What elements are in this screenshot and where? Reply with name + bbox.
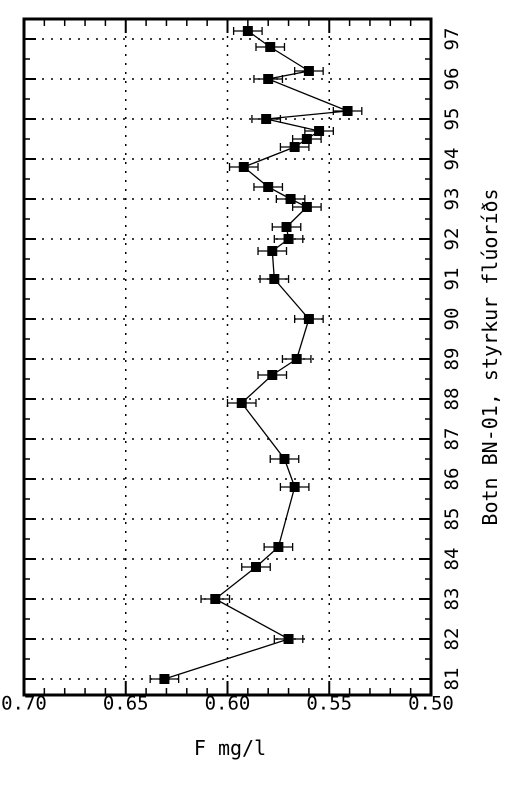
data-point: [301, 202, 312, 212]
y-tick-label: 0.65: [103, 693, 149, 715]
data-point: [342, 106, 353, 116]
data-point: [285, 194, 296, 204]
plot-area: 81 82 83 84 85 86 87 88 89 90 91 92 93 94 95 96 97 0.50 0.…: [1, 17, 502, 760]
data-point: [269, 274, 280, 284]
data-point: [250, 562, 261, 572]
x-tick-label: 96: [441, 68, 463, 91]
data-point: [242, 26, 253, 36]
y-tick-label: 0.60: [205, 693, 251, 715]
x-tick-label: 95: [441, 108, 463, 131]
x-tick-label: 81: [441, 668, 463, 691]
x-tick-label: 87: [441, 428, 463, 451]
x-tick-label: 83: [441, 588, 463, 611]
data-point: [289, 142, 300, 152]
plot-frame: [22, 17, 433, 697]
chart-title: Botn BN-01, styrkur flúoríðs: [478, 188, 502, 525]
data-point: [267, 246, 278, 256]
data-point: [291, 354, 302, 364]
x-tick-label: 90: [441, 308, 463, 331]
data-point: [279, 454, 290, 464]
grid: [24, 19, 431, 695]
data-point: [263, 182, 274, 192]
series-line: [164, 30, 348, 680]
x-tick-label: 94: [441, 148, 463, 171]
x-tick-label: 91: [441, 268, 463, 291]
ticks: 81 82 83 84 85 86 87 88 89 90 91 92 93 94 95 96 97 0.50 0.…: [1, 19, 463, 715]
data-point: [283, 634, 294, 644]
x-tick-label: 93: [441, 188, 463, 211]
data-point: [303, 314, 314, 324]
data-point: [283, 234, 294, 244]
y-axis-label: F mg/l: [194, 736, 266, 760]
x-tick-label: 97: [441, 28, 463, 51]
data-point: [159, 674, 170, 684]
series: [149, 26, 363, 684]
y-tick-label: 0.50: [408, 693, 454, 715]
data-point: [261, 114, 272, 124]
data-point: [236, 398, 247, 408]
data-point: [263, 74, 274, 84]
y-tick-label: 0.70: [1, 693, 47, 715]
data-point: [238, 162, 249, 172]
x-tick-label: 85: [441, 508, 463, 531]
data-point: [301, 134, 312, 144]
data-point: [314, 126, 325, 136]
data-point: [289, 482, 300, 492]
x-tick-label: 92: [441, 228, 463, 251]
x-tick-label: 86: [441, 468, 463, 491]
x-tick-label: 82: [441, 628, 463, 651]
data-point: [281, 222, 292, 232]
data-point: [210, 594, 221, 604]
data-point: [303, 66, 314, 76]
y-tick-label: 0.55: [306, 693, 352, 715]
data-point: [267, 370, 278, 380]
x-tick-label: 88: [441, 388, 463, 411]
x-tick-label: 89: [441, 348, 463, 371]
data-point: [273, 542, 284, 552]
data-point: [265, 42, 276, 52]
x-tick-label: 84: [441, 548, 463, 571]
